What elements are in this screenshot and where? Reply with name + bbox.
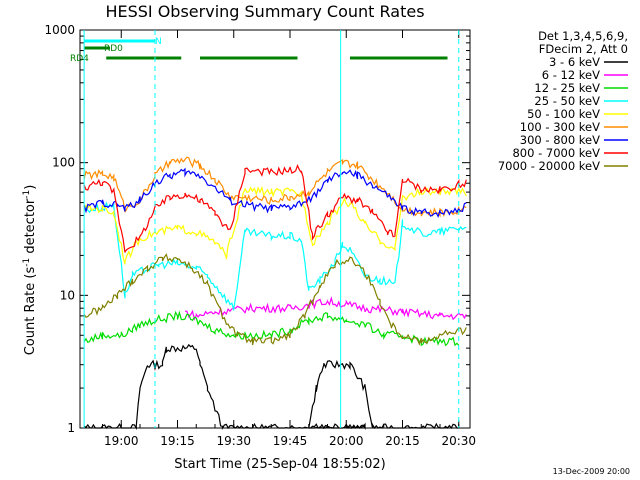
series-line-0 <box>83 343 459 431</box>
state-label-rd0: RD0 <box>104 44 123 54</box>
legend-entry-7: 800 - 7000 keV <box>512 146 600 160</box>
series-line-6 <box>83 167 467 218</box>
legend-header-0: Det 1,3,4,5,6,9, <box>538 29 628 43</box>
footer-timestamp: 13-Dec-2009 20:00 <box>553 467 630 476</box>
x-tick-label: 19:15 <box>160 434 195 448</box>
x-tick-label: 19:00 <box>104 434 139 448</box>
legend-entry-5: 100 - 300 keV <box>520 120 600 134</box>
y-tick-label: 1 <box>67 421 75 435</box>
legend-entry-6: 300 - 800 keV <box>520 133 600 147</box>
legend-header-1: FDecim 2, Att 0 <box>539 42 628 56</box>
state-label-n: N <box>155 37 162 47</box>
legend-entry-0: 3 - 6 keV <box>549 55 600 69</box>
svg-text:Count Rate (s-1 detector-1): Count Rate (s-1 detector-1) <box>22 185 38 356</box>
legend-entry-4: 50 - 100 keV <box>527 107 600 121</box>
x-tick-label: 19:30 <box>216 434 251 448</box>
x-tick-label: 20:30 <box>441 434 476 448</box>
y-tick-label: 10 <box>60 288 75 302</box>
plot-axes: 1 10 100 1000 19:00 19:15 19:30 19:45 20:00 20:15… <box>44 23 476 448</box>
legend-entry-3: 25 - 50 keV <box>534 94 600 108</box>
state-bars-layer: N RD0 RD4 <box>70 37 448 64</box>
x-tick-label: 20:15 <box>385 434 420 448</box>
series-line-8 <box>83 253 467 346</box>
series-line-3 <box>83 201 467 311</box>
y-tick-label: 1000 <box>44 23 75 37</box>
ylabel-end: ) <box>23 185 38 190</box>
state-label-rd4: RD4 <box>70 54 89 64</box>
ylabel-mid: detector <box>23 198 38 258</box>
legend: Det 1,3,4,5,6,9,FDecim 2, Att 03 - 6 keV… <box>498 29 628 173</box>
ylabel-sup2: -1 <box>22 190 32 199</box>
chart-title: HESSI Observing Summary Count Rates <box>105 2 424 21</box>
y-axis-label: Count Rate (s-1 detector-1) <box>22 185 38 356</box>
series-line-2 <box>83 310 460 347</box>
x-tick-label: 20:00 <box>329 434 364 448</box>
series-line-1 <box>184 296 467 321</box>
ylabel-sup1: -1 <box>22 258 32 267</box>
legend-entry-2: 12 - 25 keV <box>534 81 600 95</box>
marker-lines-layer <box>83 30 460 428</box>
plot-frame <box>79 29 471 429</box>
legend-entry-8: 7000 - 20000 keV <box>498 159 600 173</box>
series-line-7 <box>83 164 467 253</box>
y-tick-label: 100 <box>52 156 75 170</box>
x-axis-label: Start Time (25-Sep-04 18:55:02) <box>174 457 385 472</box>
ylabel-main: Count Rate (s <box>23 267 38 356</box>
series-line-5 <box>83 156 467 218</box>
legend-entry-1: 6 - 12 keV <box>542 68 600 82</box>
x-tick-label: 19:45 <box>273 434 308 448</box>
series-layer <box>83 156 467 431</box>
